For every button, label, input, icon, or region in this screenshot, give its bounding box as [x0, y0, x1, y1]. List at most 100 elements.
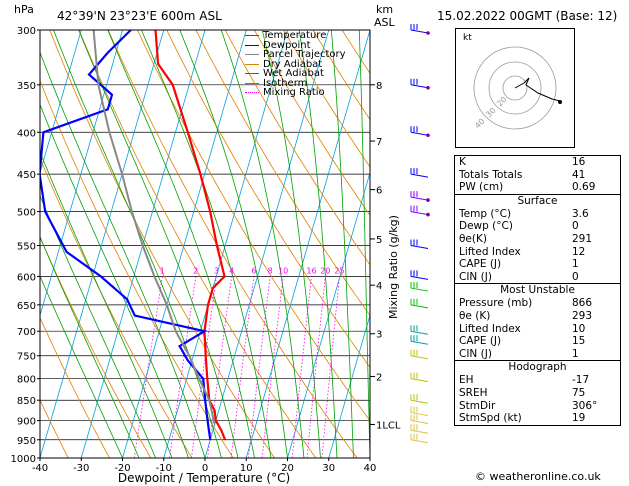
row-label: CAPE (J) — [459, 335, 502, 348]
isotherm — [40, 30, 82, 175]
dry-adiabat — [224, 30, 370, 266]
temp-tick-label: -20 — [114, 463, 130, 474]
mixing-ratio-value: 16 — [306, 266, 316, 275]
mixing-ratio-value: 25 — [334, 266, 344, 275]
wind-barb-staff — [410, 330, 429, 335]
dry-adiabat — [40, 399, 69, 458]
temp-tick-label: 20 — [281, 463, 294, 474]
mixing-ratio-line — [261, 276, 284, 458]
row-value: 1 — [572, 258, 579, 271]
altitude-tick-label: 1LCL — [376, 420, 401, 431]
dry-adiabat — [107, 30, 358, 458]
mixing-ratio-line — [321, 276, 340, 458]
dry-adiabat — [195, 30, 370, 317]
wind-barbs — [410, 24, 430, 444]
altitude-tick-label: 7 — [376, 137, 382, 148]
row-value: 19 — [572, 412, 586, 425]
pressure-tick-label: 850 — [17, 396, 36, 407]
dry-adiabat — [283, 30, 370, 168]
table-row: CAPE (J) 1 — [455, 258, 620, 271]
table-row: StmSpd (kt) 19 — [455, 412, 620, 425]
table-row: SREH 75 — [455, 387, 620, 400]
legend-swatch — [245, 73, 259, 75]
wind-barb-staff — [410, 275, 429, 280]
mixing-ratio-line — [306, 276, 326, 458]
wind-barb-dot — [426, 31, 430, 35]
wet-adiabat — [53, 30, 222, 458]
hodograph-title: Hodograph — [508, 361, 567, 374]
series-parcel-trajectory — [92, 30, 216, 425]
wind-barb-dot — [426, 212, 430, 217]
dry-adiabat — [254, 30, 370, 216]
temp-tick-label: 0 — [202, 463, 208, 474]
asl-unit: ASL — [374, 16, 395, 29]
row-value: 10 — [572, 322, 586, 335]
pressure-tick-label: 1000 — [11, 454, 36, 465]
temp-tick-label: -10 — [156, 463, 172, 474]
wind-barb-staff — [410, 131, 429, 136]
temp-tick-label: 30 — [322, 463, 335, 474]
isotherm — [122, 30, 247, 458]
altitude-tick-label: 8 — [376, 81, 382, 92]
mixing-ratio-value: 8 — [268, 266, 273, 275]
temperature-axis: -40 -30 -20 -10 0 10 20 30 40 — [32, 458, 376, 474]
wind-barb-staff — [410, 211, 429, 216]
pressure-tick-label: 500 — [17, 208, 36, 219]
wind-barb-staff — [410, 439, 429, 444]
wind-barb-staff — [410, 340, 429, 345]
dry-adiabat — [40, 316, 110, 458]
mixing-ratio-value: 4 — [229, 266, 234, 275]
legend-label: Wet Adiabat — [263, 68, 324, 79]
km-unit: km — [376, 3, 394, 16]
wet-adiabat — [179, 30, 288, 458]
table-row: CAPE (J) 15 — [455, 335, 620, 348]
table-row: EH -17 — [455, 374, 620, 387]
x-axis-label: Dewpoint / Temperature (°C) — [118, 471, 290, 485]
wind-barb-staff — [410, 429, 429, 434]
hodo-ring-40 — [473, 46, 557, 130]
pressure-tick-label: 300 — [17, 26, 36, 37]
legend-label: Isotherm — [263, 77, 308, 89]
legend-label: Mixing Ratio — [263, 87, 325, 98]
row-label: Pressure (mb) — [459, 297, 533, 310]
row-value: 16 — [572, 156, 586, 168]
altitude-tick-label: 6 — [376, 186, 382, 197]
series-dewpoint — [40, 30, 212, 440]
series-layer — [40, 30, 227, 441]
wet-adiabat — [358, 30, 370, 458]
temp-tick-label: -30 — [73, 463, 89, 474]
table-row: Lifted Index 12 — [455, 246, 620, 259]
row-label: Temp (°C) — [459, 207, 512, 220]
wind-barb-staff — [410, 304, 429, 309]
row-label: StmSpd (kt) — [459, 412, 522, 425]
pressure-tick-label: 350 — [17, 81, 36, 92]
legend-item: Parcel Trajectory — [245, 50, 346, 60]
mixing-ratio-line — [169, 276, 197, 458]
row-label: CAPE (J) — [459, 258, 502, 271]
row-label: Lifted Index — [459, 245, 521, 258]
hodo-storm-motion — [558, 100, 562, 104]
wind-barb-staff — [410, 173, 429, 178]
legend-label: Temperature — [263, 30, 327, 41]
legend: Temperature Dewpoint Parcel Trajectory Dry … — [245, 31, 346, 98]
hodo-trace — [514, 77, 561, 102]
hodo-ring-30 — [488, 61, 542, 115]
wind-barb-staff — [410, 420, 429, 425]
mixing-ratio-value: 1 — [160, 266, 165, 275]
mixing-ratio-labels: 1 2 3 4 6 8 10 16 20 25 — [160, 266, 345, 275]
row-value: 0 — [572, 270, 579, 283]
dry-adiabat — [40, 236, 152, 458]
row-value: -17 — [572, 374, 590, 387]
mixing-ratio-line — [248, 276, 271, 458]
row-value: 291 — [572, 232, 593, 245]
altitude-tick-label: 2 — [376, 372, 382, 383]
row-value: 866 — [572, 297, 593, 310]
temp-tick-label: 10 — [240, 463, 253, 474]
row-label: CIN (J) — [459, 270, 492, 283]
datetime-title: 15.02.2022 00GMT (Base: 12) — [437, 9, 618, 23]
isotherm — [204, 30, 330, 458]
legend-swatch — [245, 82, 259, 84]
mixing-ratio-line — [133, 276, 163, 458]
wind-barb-staff — [410, 412, 429, 417]
